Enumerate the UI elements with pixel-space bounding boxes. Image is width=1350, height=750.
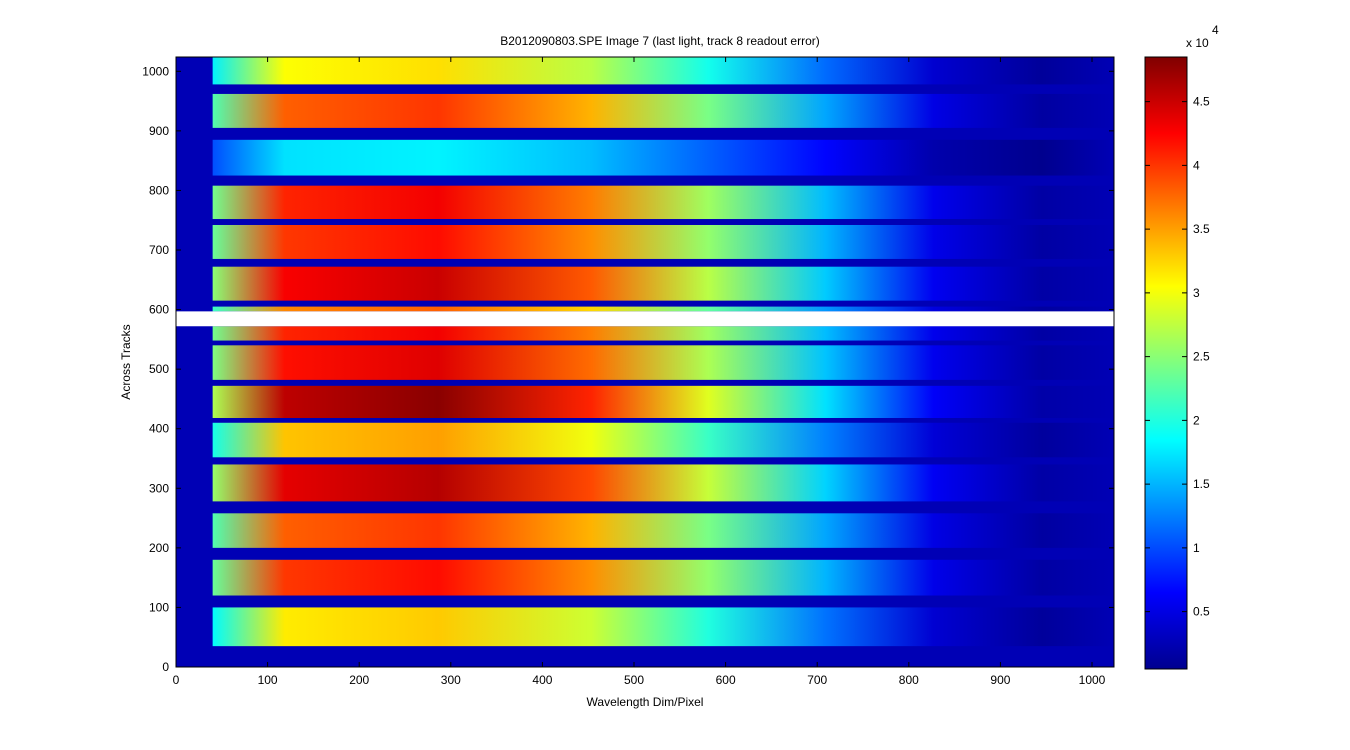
track-band-1: [212, 607, 1114, 647]
y-tick-label: 400: [149, 422, 169, 436]
plot-area: [176, 57, 1114, 667]
track-band-13: [212, 139, 1114, 176]
colorbar: [1144, 56, 1188, 670]
track-band-7: [212, 345, 1114, 380]
colorbar-multiplier: x 10: [1186, 36, 1209, 50]
y-tick-label: 0: [162, 660, 169, 674]
colorbar-axis: 0.5 1 1.5 2 2.5 3 3.5 4 4.5: [1145, 95, 1210, 619]
colorbar-tick-label: 4.5: [1193, 95, 1210, 109]
x-tick-label: 0: [173, 673, 180, 687]
track-band-12: [212, 185, 1114, 220]
x-tick-label: 1000: [1079, 673, 1106, 687]
y-axis: 0 100 200 300 400 500 600 700 800 900 1000: [142, 64, 1114, 674]
colorbar-tick-label: 1: [1193, 541, 1200, 555]
track-band-9: [212, 306, 1114, 312]
track-band-8: [212, 326, 1114, 341]
x-axis: 0 100 200 300 400 500 600 700 800 900 1000: [173, 57, 1106, 687]
colorbar-tick-label: 0.5: [1193, 605, 1210, 619]
y-tick-label: 600: [149, 303, 169, 317]
colorbar-tick-label: 1.5: [1193, 477, 1210, 491]
track-band-2: [212, 559, 1114, 596]
chart-title: B2012090803.SPE Image 7 (last light, tra…: [500, 34, 820, 48]
y-tick-label: 300: [149, 481, 169, 495]
y-tick-label: 100: [149, 600, 169, 614]
track-band-5: [212, 422, 1114, 458]
colorbar-tick-label: 3.5: [1193, 222, 1210, 236]
x-tick-label: 300: [441, 673, 461, 687]
x-tick-label: 600: [716, 673, 736, 687]
readout-error-band: [176, 311, 1114, 327]
x-tick-label: 900: [990, 673, 1010, 687]
colorbar-tick-label: 3: [1193, 286, 1200, 300]
track-band-6: [212, 385, 1114, 418]
x-tick-label: 800: [899, 673, 919, 687]
y-tick-label: 500: [149, 362, 169, 376]
y-tick-label: 200: [149, 541, 169, 555]
colorbar-tick-label: 4: [1193, 158, 1200, 172]
x-tick-label: 700: [807, 673, 827, 687]
y-tick-label: 900: [149, 124, 169, 138]
track-band-10: [212, 266, 1114, 301]
x-axis-label: Wavelength Dim/Pixel: [587, 695, 704, 709]
y-tick-label: 800: [149, 183, 169, 197]
track-band-14: [212, 93, 1114, 128]
x-tick-label: 500: [624, 673, 644, 687]
colorbar-exponent: 4: [1212, 23, 1219, 37]
y-axis-label: Across Tracks: [119, 324, 133, 399]
track-band-4: [212, 464, 1114, 502]
track-band-11: [212, 224, 1114, 259]
y-tick-label: 700: [149, 243, 169, 257]
y-tick-label: 1000: [142, 64, 169, 78]
colorbar-tick-label: 2: [1193, 413, 1200, 427]
plot-frame: [175, 56, 1115, 668]
x-tick-label: 200: [349, 673, 369, 687]
track-band-15: [212, 57, 1114, 85]
x-tick-label: 100: [258, 673, 278, 687]
colorbar-tick-label: 2.5: [1193, 350, 1210, 364]
x-tick-label: 400: [532, 673, 552, 687]
track-band-3: [212, 513, 1114, 548]
